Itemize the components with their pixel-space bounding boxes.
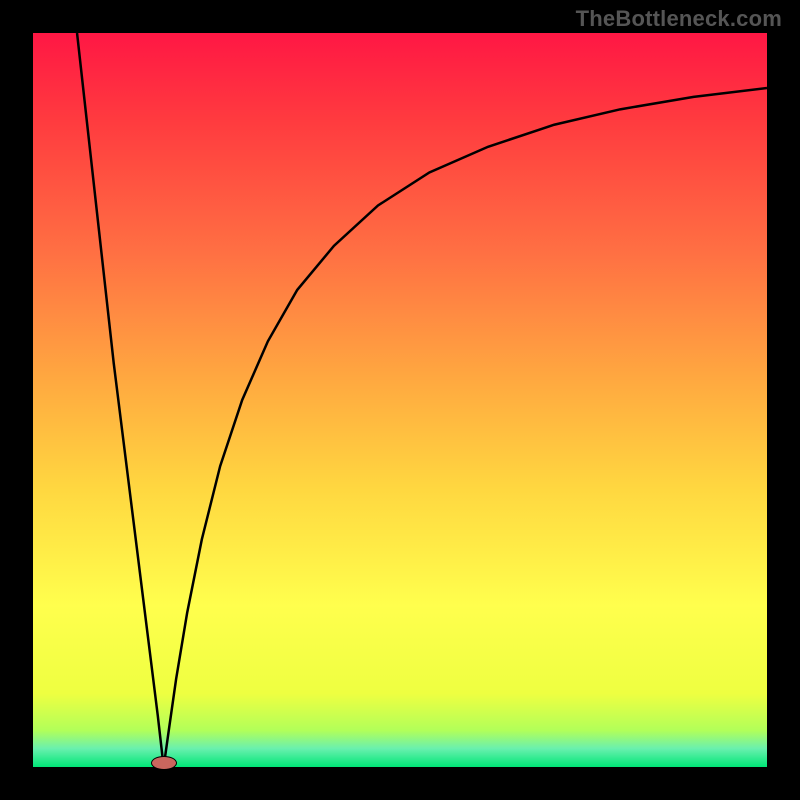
chart-container: TheBottleneck.com [0,0,800,800]
minimum-marker [151,756,177,770]
bottleneck-curve [33,33,767,767]
plot-area [33,33,767,767]
watermark-text: TheBottleneck.com [576,6,782,32]
